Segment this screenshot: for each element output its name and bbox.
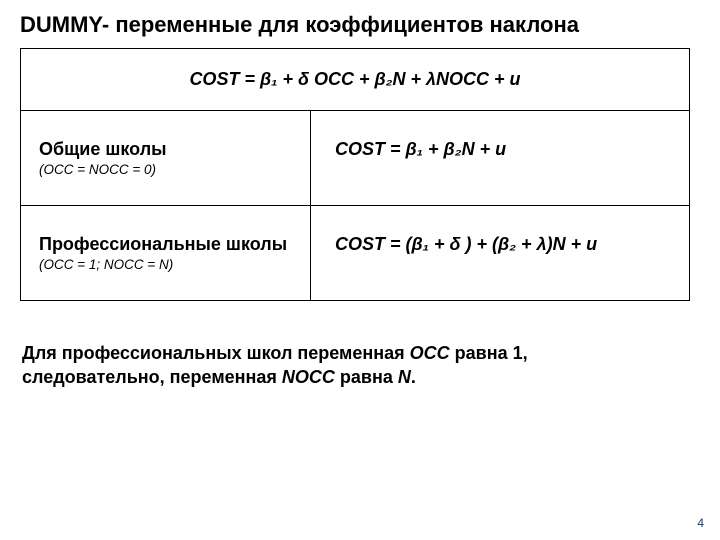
row2-left: Профессиональные школы (OCC = 1; NOCC = … (21, 206, 311, 300)
bottom-line2a: следовательно, переменная (22, 367, 282, 387)
row1-label: Общие школы (39, 139, 167, 159)
bottom-occ: OCC (410, 343, 450, 363)
table-row: Общие школы (OCC = NOCC = 0) COST = β₁ +… (21, 110, 689, 205)
row1-left: Общие школы (OCC = NOCC = 0) (21, 111, 311, 205)
bottom-line1a: Для профессиональных школ переменная (22, 343, 410, 363)
row2-sub: (OCC = 1; NOCC = N) (39, 257, 296, 272)
bottom-nocc: NOCC (282, 367, 335, 387)
bottom-line2e: . (411, 367, 416, 387)
table-row: Профессиональные школы (OCC = 1; NOCC = … (21, 205, 689, 300)
row2-label: Профессиональные школы (39, 234, 287, 254)
slide-number: 4 (697, 516, 704, 530)
slide-title: DUMMY- переменные для коэффициентов накл… (20, 12, 702, 38)
equation-table: COST = β₁ + δ OCC + β₂N + λNOCC + u Общи… (20, 48, 690, 301)
row2-eq-text: COST = (β₁ + δ ) + (β₂ + λ)N + u (335, 234, 597, 254)
row2-equation: COST = (β₁ + δ ) + (β₂ + λ)N + u (311, 206, 689, 300)
bottom-n: N (398, 367, 411, 387)
bottom-explanation: Для профессиональных школ переменная OCC… (22, 341, 698, 390)
row1-sub: (OCC = NOCC = 0) (39, 162, 296, 177)
row1-equation: COST = β₁ + β₂N + u (311, 111, 689, 205)
main-equation-text: COST = β₁ + δ OCC + β₂N + λNOCC + u (189, 69, 520, 89)
bottom-line2c: равна (335, 367, 398, 387)
bottom-line1c: равна 1, (450, 343, 528, 363)
row1-eq-text: COST = β₁ + β₂N + u (335, 139, 506, 159)
main-equation: COST = β₁ + δ OCC + β₂N + λNOCC + u (21, 49, 689, 110)
